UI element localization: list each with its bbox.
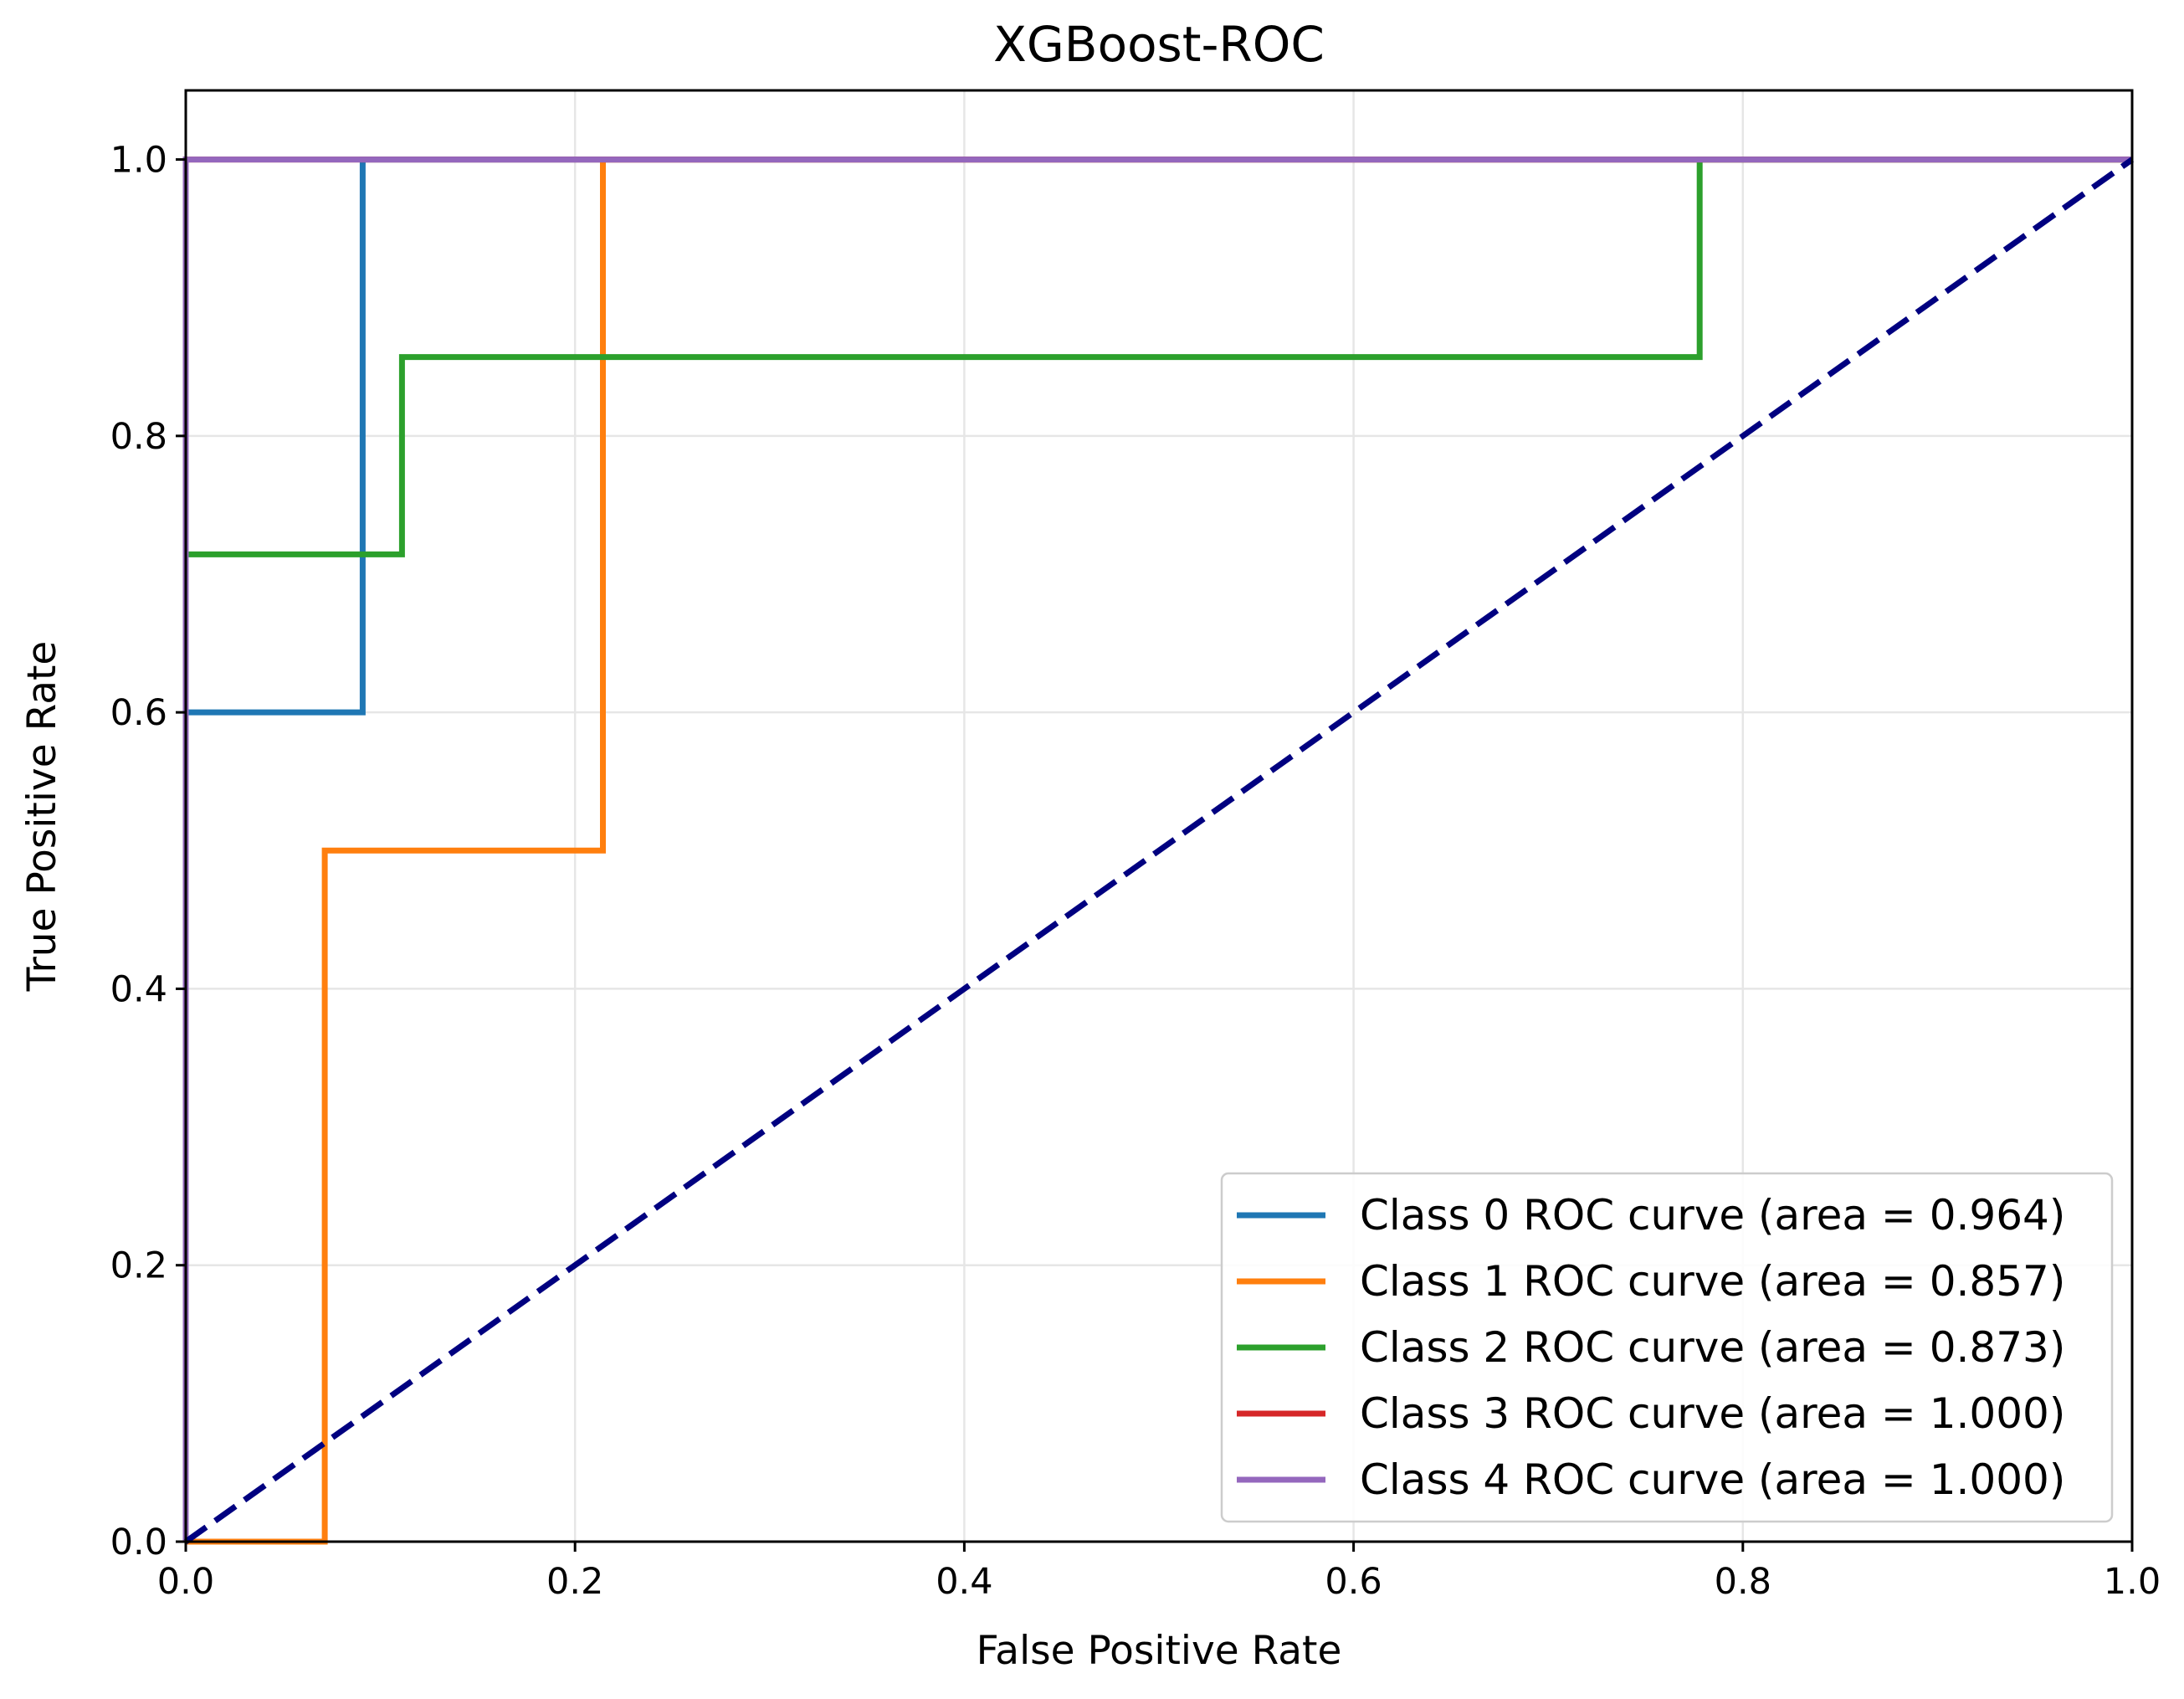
legend-label-class-0: Class 0 ROC curve (area = 0.964) <box>1360 1191 2065 1240</box>
y-tick-label: 0.8 <box>110 416 167 458</box>
y-tick-label: 0.0 <box>110 1522 167 1563</box>
y-tick-label: 0.2 <box>110 1245 167 1287</box>
legend: Class 0 ROC curve (area = 0.964) Class 1 … <box>1220 1172 2114 1523</box>
y-tick-label: 0.6 <box>110 692 167 734</box>
legend-label-class-3: Class 3 ROC curve (area = 1.000) <box>1360 1389 2065 1438</box>
legend-label-class-4: Class 4 ROC curve (area = 1.000) <box>1360 1455 2065 1504</box>
x-tick-label: 0.8 <box>1715 1561 1771 1603</box>
axes-frame <box>184 89 2134 1543</box>
x-tick-label: 0.2 <box>546 1561 603 1603</box>
y-tick-label: 0.4 <box>110 968 167 1010</box>
y-tick-label: 1.0 <box>110 140 167 182</box>
legend-label-class-1: Class 1 ROC curve (area = 0.857) <box>1360 1257 2065 1306</box>
x-tick-label: 0.0 <box>157 1561 214 1603</box>
y-axis-label: True Positive Rate <box>19 641 65 993</box>
x-axis-label: False Positive Rate <box>977 1628 1342 1674</box>
chart-title: XGBoost-ROC <box>993 16 1325 73</box>
legend-box <box>1220 1172 2114 1523</box>
x-tick-label: 0.6 <box>1325 1561 1382 1603</box>
x-tick-label: 1.0 <box>2104 1561 2161 1603</box>
chance-diagonal-line <box>183 157 2135 1544</box>
axis-ticks: 0.0 0.2 0.4 0.6 0.8 1.0 0.0 0.2 0.4 0.6 0.8 1.0 <box>110 140 2161 1603</box>
legend-label-class-2: Class 2 ROC curve (area = 0.873) <box>1360 1323 2065 1372</box>
plot-frame <box>184 89 2134 1543</box>
x-tick-label: 0.4 <box>936 1561 992 1603</box>
grid-lines <box>184 90 2134 1543</box>
